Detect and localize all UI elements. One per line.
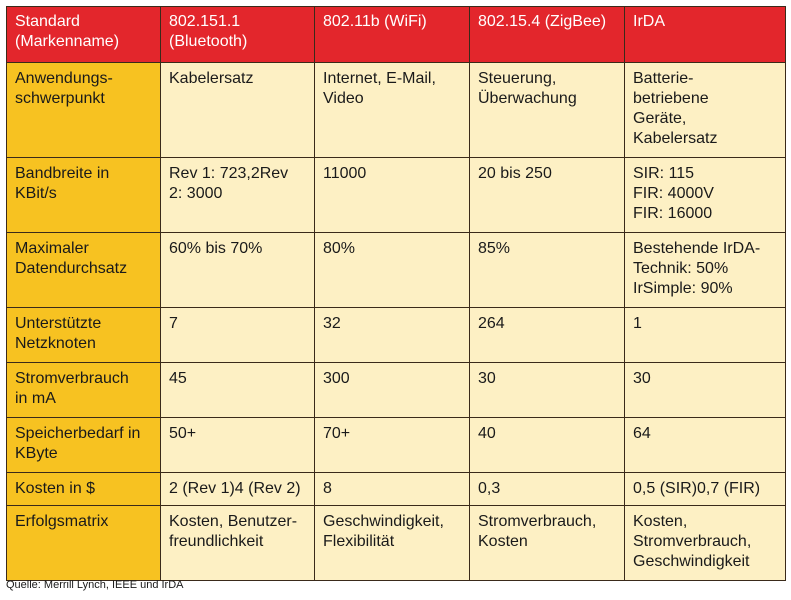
row-label: Erfolgsmatrix	[6, 505, 161, 581]
table-cell: Internet, E-Mail, Video	[314, 62, 470, 158]
table-cell: Bestehende IrDA- Technik: 50% IrSimple: …	[624, 232, 786, 308]
table-cell: Kosten, Benutzer- freundlichkeit	[160, 505, 315, 581]
header-cell-zigbee: 802.15.4 (ZigBee)	[469, 6, 625, 63]
table-cell: 50+	[160, 417, 315, 473]
row-label: Stromverbrauch in mA	[6, 362, 161, 418]
header-cell-wifi: 802.11b (WiFi)	[314, 6, 470, 63]
table-cell: Kabelersatz	[160, 62, 315, 158]
header-cell-bluetooth: 802.151.1 (Bluetooth)	[160, 6, 315, 63]
table-cell: Stromverbrauch, Kosten	[469, 505, 625, 581]
table-cell: 32	[314, 307, 470, 363]
table-row: Kosten in $ 2 (Rev 1)4 (Rev 2) 8 0,3 0,5…	[6, 472, 786, 506]
header-cell-standard: Standard (Markenname)	[6, 6, 161, 63]
table-cell: 64	[624, 417, 786, 473]
table-row: Unterstützte Netzknoten 7 32 264 1	[6, 307, 786, 363]
table-cell: Steuerung, Überwachung	[469, 62, 625, 158]
table-cell: 8	[314, 472, 470, 506]
table-cell: 30	[624, 362, 786, 418]
table-cell: 11000	[314, 157, 470, 233]
table-cell: 1	[624, 307, 786, 363]
table-cell: 7	[160, 307, 315, 363]
table-cell: 2 (Rev 1)4 (Rev 2)	[160, 472, 315, 506]
row-label: Speicherbedarf in KByte	[6, 417, 161, 473]
table-cell: 85%	[469, 232, 625, 308]
header-cell-irda: IrDA	[624, 6, 786, 63]
table-row: Speicherbedarf in KByte 50+ 70+ 40 64	[6, 417, 786, 473]
table-cell: 80%	[314, 232, 470, 308]
table-cell: 70+	[314, 417, 470, 473]
table-cell: Kosten, Stromverbrauch, Geschwindigkeit	[624, 505, 786, 581]
table-cell: Batterie- betriebene Geräte, Kabelersatz	[624, 62, 786, 158]
table-row: Anwendungs- schwerpunkt Kabelersatz Inte…	[6, 62, 786, 158]
row-label: Kosten in $	[6, 472, 161, 506]
table-cell: 300	[314, 362, 470, 418]
row-label: Bandbreite in KBit/s	[6, 157, 161, 233]
table-cell: Rev 1: 723,2Rev 2: 3000	[160, 157, 315, 233]
table-header-row: Standard (Markenname) 802.151.1 (Bluetoo…	[6, 6, 786, 63]
row-label: Unterstützte Netzknoten	[6, 307, 161, 363]
table-row: Erfolgsmatrix Kosten, Benutzer- freundli…	[6, 505, 786, 581]
row-label: Maximaler Datendurchsatz	[6, 232, 161, 308]
table-cell: 30	[469, 362, 625, 418]
source-note: Quelle: Merrill Lynch, IEEE und IrDA	[6, 579, 184, 591]
table-cell: 45	[160, 362, 315, 418]
table-cell: 60% bis 70%	[160, 232, 315, 308]
table-cell: 264	[469, 307, 625, 363]
table-row: Maximaler Datendurchsatz 60% bis 70% 80%…	[6, 232, 786, 308]
table-cell: Geschwindigkeit, Flexibilität	[314, 505, 470, 581]
table-cell: 20 bis 250	[469, 157, 625, 233]
table-cell: 40	[469, 417, 625, 473]
table-cell: 0,5 (SIR)0,7 (FIR)	[624, 472, 786, 506]
table-row: Bandbreite in KBit/s Rev 1: 723,2Rev 2: …	[6, 157, 786, 233]
table-cell: 0,3	[469, 472, 625, 506]
table-cell: SIR: 115 FIR: 4000V FIR: 16000	[624, 157, 786, 233]
table-row: Stromverbrauch in mA 45 300 30 30	[6, 362, 786, 418]
comparison-table: Standard (Markenname) 802.151.1 (Bluetoo…	[6, 6, 786, 581]
row-label: Anwendungs- schwerpunkt	[6, 62, 161, 158]
